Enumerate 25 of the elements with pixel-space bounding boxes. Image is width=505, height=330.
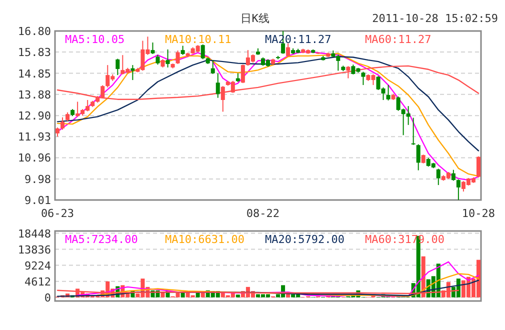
y-tick-label: 13.88 <box>18 88 51 102</box>
x-tick-label: 08-22 <box>246 207 280 220</box>
text: MA10:6631.00 <box>165 233 244 246</box>
y-tick-label: 9.98 <box>24 172 51 186</box>
y-tick-label: 12.90 <box>18 110 51 123</box>
x-tick-label: 10-28 <box>462 207 496 220</box>
series-label: MA10:10.11 <box>165 33 232 46</box>
y-tick-label: 4612 <box>24 275 51 288</box>
y-tick-label: 10.96 <box>18 152 51 165</box>
text: 2011-10-28 15:02:59 <box>372 12 498 25</box>
y-tick-label: 9224 <box>24 259 52 272</box>
y-tick-label: 0 <box>44 291 51 304</box>
y-tick-label: 18448 <box>18 227 51 240</box>
y-tick-label: 13836 <box>18 243 51 256</box>
y-tick-label: 11.93 <box>18 130 51 144</box>
text: MA5:10.05 <box>65 33 125 46</box>
y-tick-label: 16.80 <box>18 25 51 38</box>
text: MA5:7234.00 <box>65 233 138 246</box>
text: MA60:11.27 <box>365 33 432 46</box>
chart-title: 日K线 <box>240 12 270 25</box>
text: MA20:5792.00 <box>265 233 344 246</box>
y-tick-label: 15.83 <box>18 46 51 60</box>
y-tick-label: 14.85 <box>18 67 51 80</box>
y-tick-label: 9.01 <box>24 194 51 207</box>
x-tick-label: 06-23 <box>40 207 74 220</box>
